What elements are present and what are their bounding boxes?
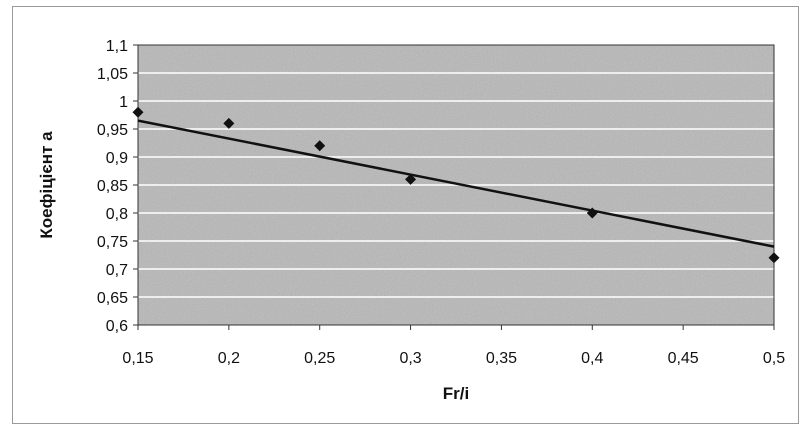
gridlines — [138, 72, 774, 298]
y-tick-label: 1,1 — [106, 38, 128, 55]
x-axis-title: Fr/i — [443, 384, 469, 403]
y-tick-label: 0,7 — [106, 262, 128, 279]
data-point — [586, 207, 598, 219]
x-tick-label: 0,2 — [218, 350, 240, 367]
y-tick-label: 0,95 — [97, 122, 128, 139]
y-tick-label: 0,6 — [106, 318, 128, 335]
data-points — [132, 106, 780, 264]
x-tick-label: 0,3 — [399, 350, 421, 367]
y-tick-label: 0,9 — [106, 150, 128, 167]
trendline-layer — [137, 119, 775, 248]
y-axis-ticks: 0,6 0,65 0,7 0,75 0,8 0,85 0,9 0,95 1 1,05 1,1 — [97, 38, 138, 335]
y-tick-label: 0,65 — [97, 290, 128, 307]
x-tick-label: 0,15 — [122, 350, 153, 367]
data-point — [132, 106, 144, 118]
y-tick-label: 1,05 — [97, 66, 128, 83]
y-tick-label: 1 — [119, 94, 128, 111]
data-point — [405, 173, 417, 185]
data-point — [768, 252, 780, 264]
x-tick-label: 0,4 — [581, 350, 603, 367]
y-tick-label: 0,85 — [97, 178, 128, 195]
x-tick-label: 0,45 — [668, 350, 699, 367]
x-tick-label: 0,5 — [763, 350, 785, 367]
y-tick-label: 0,75 — [97, 234, 128, 251]
data-point — [314, 140, 326, 152]
y-tick-label: 0,8 — [106, 206, 128, 223]
x-tick-label: 0,35 — [486, 350, 517, 367]
y-axis-title: Коефіцієнт а — [37, 131, 56, 239]
trendline — [137, 119, 775, 248]
data-point — [223, 117, 235, 129]
x-axis-ticks: 0,15 0,2 0,25 0,3 0,35 0,4 0,45 0,5 — [122, 325, 785, 367]
x-tick-label: 0,25 — [304, 350, 335, 367]
